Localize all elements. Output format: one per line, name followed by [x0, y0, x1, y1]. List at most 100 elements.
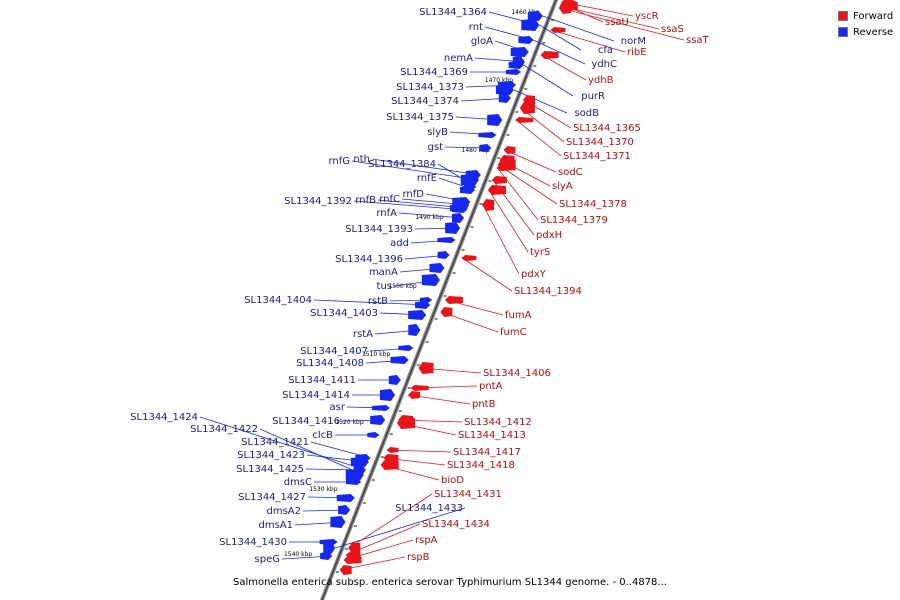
reverse-gene-label: norM — [621, 36, 646, 47]
reverse-gene-label: SL1344_1364 — [419, 7, 487, 18]
reverse-gene-label: gloA — [471, 36, 493, 47]
forward-gene-feature — [440, 307, 453, 317]
forward-gene-label: yscR — [635, 11, 659, 22]
reverse-gene-feature — [390, 356, 409, 364]
reverse-gene-feature — [408, 324, 421, 336]
reverse-gene-feature — [338, 505, 351, 515]
forward-gene-label: SL1344_1379 — [540, 215, 608, 226]
forward-leader-line — [559, 7, 685, 41]
forward-gene-feature — [380, 460, 399, 470]
reverse-gene-feature — [398, 345, 414, 351]
reverse-gene-feature — [415, 301, 431, 309]
reverse-gene-feature — [505, 69, 521, 75]
forward-gene-feature — [343, 556, 362, 564]
forward-gene-feature — [515, 117, 534, 123]
reverse-gene-feature — [459, 186, 475, 194]
axis-tick-label: 1520 kbp — [335, 419, 363, 426]
reverse-leader-line — [259, 428, 364, 476]
reverse-leader-line — [371, 158, 481, 176]
reverse-gene-label: manA — [369, 267, 398, 278]
reverse-gene-label: cfa — [598, 45, 613, 56]
forward-gene-label: SL1344_1365 — [573, 123, 641, 134]
reverse-gene-feature — [346, 479, 362, 485]
forward-leader-line — [520, 107, 565, 143]
reverse-gene-label: dmsA2 — [266, 506, 301, 517]
genome-caption: Salmonella enterica subsp. enterica sero… — [233, 577, 667, 588]
forward-gene-label: rspA — [415, 535, 438, 546]
reverse-leader-line — [513, 89, 568, 114]
reverse-gene-feature — [323, 542, 336, 554]
forward-gene-label: bioD — [441, 475, 464, 486]
forward-gene-label: pntB — [472, 399, 496, 410]
axis-tick-label: 1490 kbp — [415, 214, 443, 221]
axis-tick-label: 1530 kbp — [309, 486, 337, 493]
reverse-gene-label: asr — [330, 402, 346, 413]
reverse-leader-line — [199, 416, 366, 471]
legend-forward-label: Forward — [853, 10, 894, 22]
axis-tick-label: 1470 kbp — [485, 77, 513, 84]
reverse-gene-label: SL1344_1407 — [300, 346, 368, 357]
reverse-gene-label: rnfA — [376, 208, 397, 219]
forward-gene-label: ssaT — [686, 35, 710, 46]
reverse-gene-label: rnfG — [328, 156, 350, 167]
forward-gene-label: SL1344_1412 — [464, 417, 532, 428]
forward-gene-label: rspB — [407, 552, 430, 563]
forward-gene-label: SL1344_1394 — [514, 286, 582, 297]
forward-gene-label: ribE — [627, 47, 647, 58]
reverse-leader-line — [351, 160, 479, 181]
reverse-gene-label: SL1344_1375 — [386, 112, 454, 123]
reverse-leader-line — [523, 64, 574, 97]
forward-gene-feature — [383, 454, 399, 462]
axis-tick-labels: 1460 kbp 1470 kbp 1480 kbp 1490 kbp 1500 kbp… — [284, 9, 540, 558]
forward-gene-feature — [491, 176, 507, 184]
forward-gene-label: pdxH — [536, 230, 562, 241]
forward-swatch — [838, 11, 848, 21]
reverse-gene-feature — [527, 11, 543, 21]
forward-gene-feature — [386, 447, 399, 453]
reverse-gene-label: SL1344_1425 — [236, 464, 304, 475]
reverse-gene-feature — [388, 375, 401, 385]
forward-gene-label: SL1344_1406 — [483, 368, 551, 379]
forward-gene-label: ssaS — [661, 24, 684, 35]
reverse-gene-label: rstA — [353, 329, 373, 340]
reverse-gene-feature — [370, 415, 386, 425]
reverse-gene-feature — [330, 516, 346, 528]
reverse-gene-label: SL1344_1392 — [284, 196, 352, 207]
forward-gene-label: tyrS — [530, 247, 550, 258]
forward-gene-label: pdxY — [521, 269, 547, 280]
forward-gene-feature — [496, 165, 509, 171]
reverse-gene-label: gst — [428, 142, 444, 153]
forward-gene-feature — [418, 362, 434, 374]
reverse-leader-line — [539, 24, 582, 51]
gene-features — [319, 0, 578, 575]
reverse-gene-label: SL1344_1408 — [296, 358, 364, 369]
legend-forward: Forward — [838, 8, 893, 24]
forward-leader-line — [498, 164, 558, 205]
axis-tick-label: 1510 kbp — [362, 351, 390, 358]
reverse-gene-feature — [460, 174, 479, 186]
forward-leader-line — [488, 189, 529, 253]
reverse-gene-feature — [521, 37, 534, 43]
reverse-leader-line — [542, 15, 615, 42]
reverse-leader-line — [313, 299, 431, 306]
forward-gene-label: pntA — [479, 381, 503, 392]
forward-gene-label: SL1344_1413 — [458, 430, 526, 441]
reverse-leader-line — [353, 200, 468, 211]
axis-core — [321, 0, 557, 600]
forward-gene-feature — [339, 565, 352, 575]
reverse-gene-feature — [508, 61, 524, 69]
reverse-leader-line — [335, 507, 466, 549]
reverse-gene-label: SL1344_1404 — [244, 295, 312, 306]
forward-gene-label: fumC — [500, 327, 527, 338]
reverse-gene-feature — [495, 85, 514, 95]
reverse-gene-label: rnfE — [417, 173, 437, 184]
forward-leader-line — [462, 257, 513, 292]
reverse-gene-label: SL1344_1421 — [241, 437, 309, 448]
reverse-gene-label: SL1344_1373 — [396, 82, 464, 93]
reverse-gene-label: dmsA1 — [258, 520, 293, 531]
reverse-gene-feature — [367, 432, 380, 438]
forward-gene-feature — [461, 255, 477, 261]
forward-gene-label: SL1344_1370 — [566, 137, 634, 148]
reverse-gene-feature — [445, 222, 461, 234]
reverse-gene-feature — [479, 144, 492, 152]
